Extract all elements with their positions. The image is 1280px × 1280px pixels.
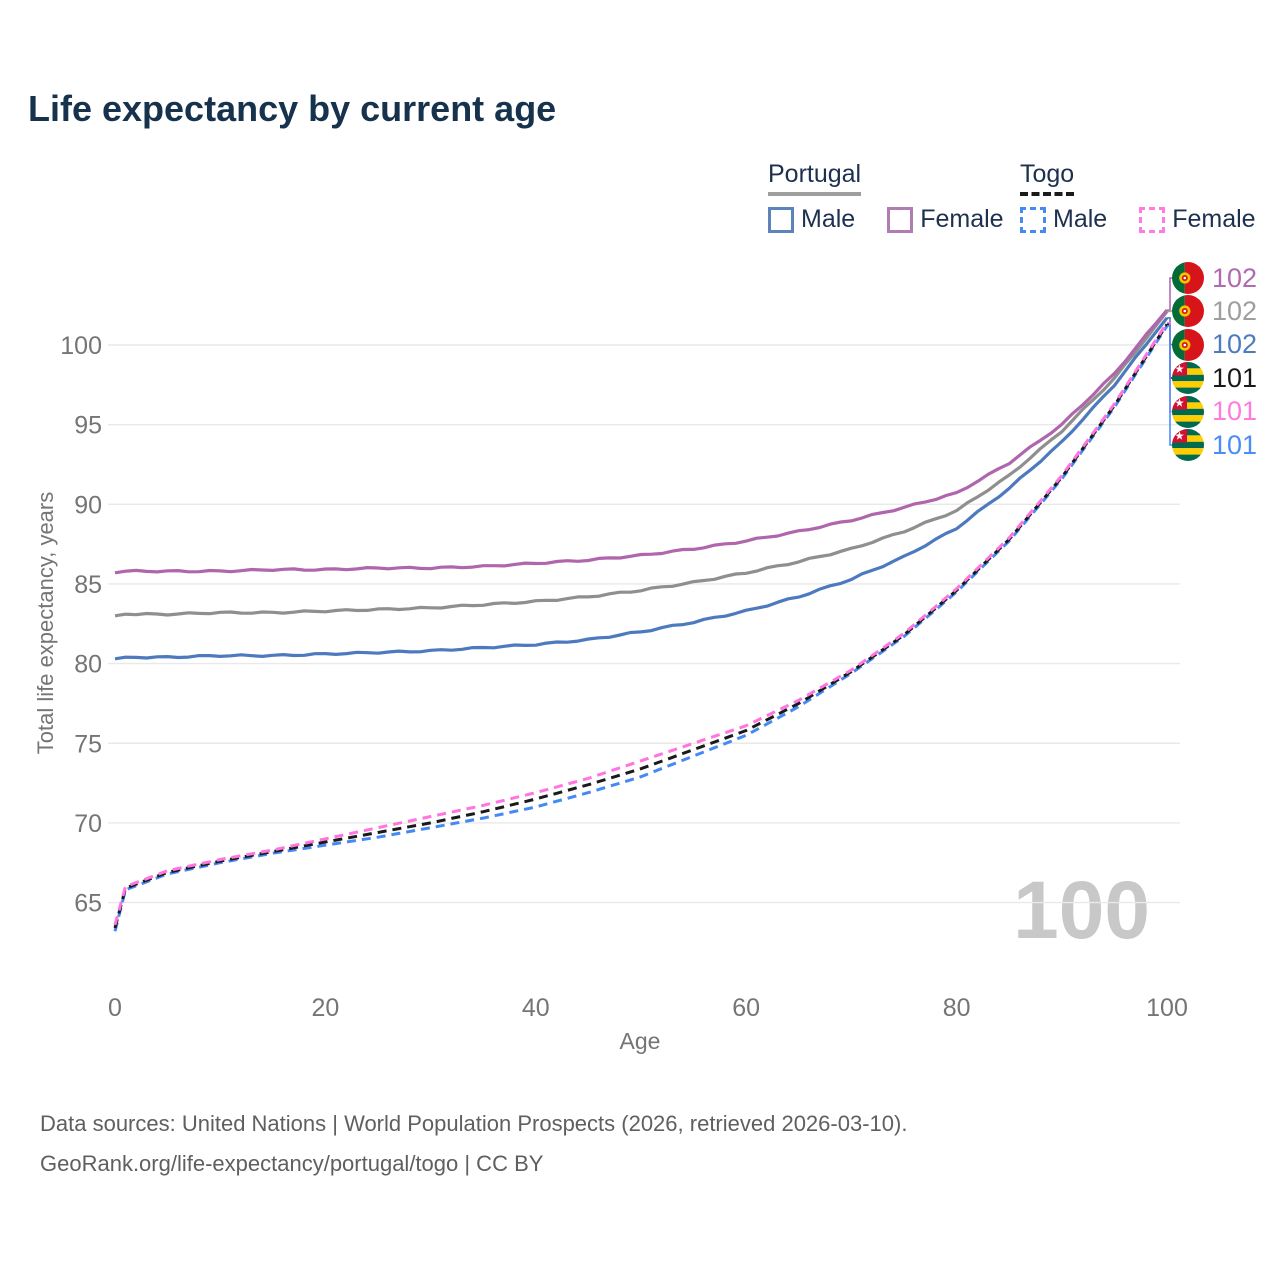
legend-item-label: Male <box>1053 205 1108 233</box>
x-tick-label-20: 20 <box>311 994 339 1022</box>
y-tick-label-90: 90 <box>74 491 102 519</box>
age-counter-watermark: 100 <box>1013 865 1150 956</box>
legend-swatch-togo-male <box>1020 206 1046 233</box>
y-tick-label-65: 65 <box>74 890 102 918</box>
legend-swatch-togo-female <box>1139 206 1166 233</box>
y-tick-label-80: 80 <box>74 651 102 679</box>
legend: Portugal Male Female Togo Male Female <box>0 160 1280 250</box>
legend-item-label: Male <box>801 205 856 233</box>
legend-swatch-portugal-male <box>768 206 794 233</box>
legend-item-togo-female[interactable]: Female <box>1139 205 1256 234</box>
series-line-togo-female <box>113 321 1169 926</box>
y-tick-label-70: 70 <box>74 810 102 838</box>
series-line-togo-male <box>113 325 1169 932</box>
series-line-togo-average <box>113 323 1169 929</box>
series-line-portugal-average <box>114 310 1169 618</box>
x-tick-label-100: 100 <box>1146 994 1188 1022</box>
legend-item-portugal-male[interactable]: Male <box>768 205 855 234</box>
leader-line-portugal-average <box>1167 310 1173 313</box>
footer-attribution: GeoRank.org/life-expectancy/portugal/tog… <box>40 1151 544 1176</box>
x-tick-label-40: 40 <box>522 994 550 1022</box>
legend-group-portugal: Portugal Male Female <box>768 160 1004 234</box>
legend-group-title-portugal: Portugal <box>768 160 862 196</box>
y-tick-label-85: 85 <box>74 571 102 599</box>
legend-group-togo: Togo Male Female <box>1020 160 1256 234</box>
x-tick-label-80: 80 <box>943 994 971 1022</box>
series-line-portugal-male <box>114 316 1169 661</box>
legend-swatch-portugal-female <box>887 206 914 233</box>
legend-item-portugal-female[interactable]: Female <box>887 205 1004 234</box>
y-tick-label-95: 95 <box>74 412 102 440</box>
footer-sources: Data sources: United Nations | World Pop… <box>40 1111 908 1136</box>
series-line-portugal-female <box>114 308 1169 575</box>
footer: Data sources: United Nations | World Pop… <box>40 1104 907 1184</box>
y-axis-title: Total life expectancy, years <box>33 491 58 755</box>
leader-line-portugal-female <box>1167 277 1173 311</box>
y-tick-label-100: 100 <box>60 332 102 360</box>
y-tick-label-75: 75 <box>74 730 102 758</box>
legend-item-togo-male[interactable]: Male <box>1020 205 1107 234</box>
legend-item-label: Female <box>920 205 1004 233</box>
legend-group-title-togo: Togo <box>1020 160 1075 196</box>
chart-title: Life expectancy by current age <box>28 88 557 129</box>
x-tick-label-60: 60 <box>732 994 760 1022</box>
x-tick-label-0: 0 <box>108 994 122 1022</box>
x-axis-title: Age <box>619 1028 661 1054</box>
legend-item-label: Female <box>1172 205 1256 233</box>
leader-line-togo-male <box>1167 325 1173 446</box>
